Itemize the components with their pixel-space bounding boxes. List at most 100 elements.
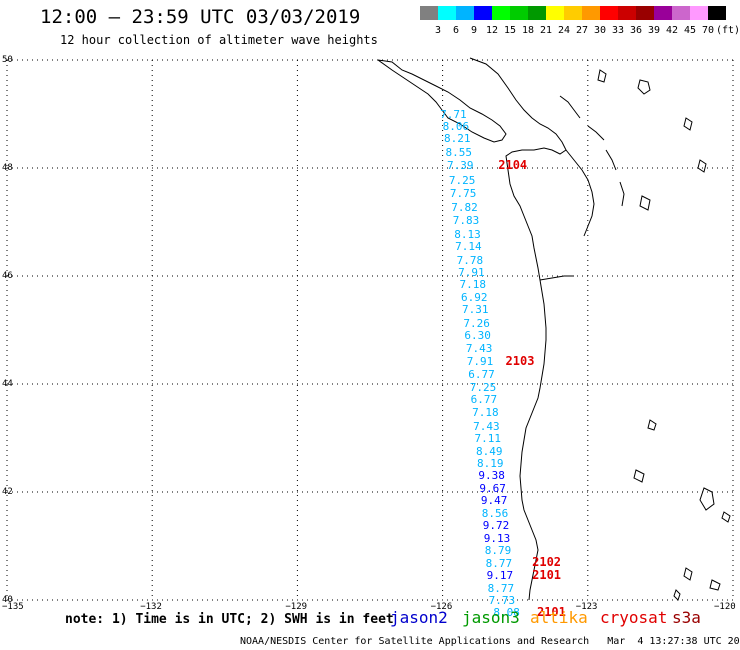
legend-swatch bbox=[672, 6, 690, 20]
legend-swatch bbox=[708, 6, 726, 20]
wave-height-label: 7.91 bbox=[466, 355, 494, 369]
pass-number-label: 2104 bbox=[498, 157, 528, 172]
wave-height-label: 7.31 bbox=[461, 303, 489, 317]
wave-height-label: 7.83 bbox=[452, 214, 480, 228]
wave-height-label: 7.25 bbox=[469, 381, 497, 395]
wave-height-label: 9.38 bbox=[478, 469, 505, 483]
satellite-label-jason3: jason3 bbox=[462, 608, 520, 627]
lat-tick-label: 42 bbox=[2, 487, 13, 497]
wave-height-label: 9.72 bbox=[482, 518, 510, 532]
legend-swatch bbox=[600, 6, 618, 20]
legend-swatch bbox=[564, 6, 582, 20]
legend-label: 12 bbox=[485, 25, 499, 36]
legend-unit: (ft) bbox=[715, 25, 740, 36]
lake-9 bbox=[673, 589, 681, 601]
lat-tick-label: 40 bbox=[2, 595, 13, 605]
wave-height-label: 9.13 bbox=[483, 531, 511, 545]
legend-label: 24 bbox=[557, 25, 571, 36]
legend-swatch bbox=[528, 6, 546, 20]
wave-height-label: 7.43 bbox=[473, 419, 500, 433]
legend-swatch bbox=[546, 6, 564, 20]
wave-height-label: 7.82 bbox=[451, 200, 478, 214]
wave-height-label: 6.30 bbox=[464, 329, 491, 343]
legend-label: 33 bbox=[611, 25, 625, 36]
footer-note: note: 1) Time is in UTC; 2) SWH is in fe… bbox=[65, 612, 394, 627]
legend-swatch bbox=[636, 6, 654, 20]
legend-label: 45 bbox=[683, 25, 697, 36]
legend-swatch bbox=[474, 6, 492, 20]
wave-height-label: 8.56 bbox=[481, 506, 509, 520]
lake-10 bbox=[721, 511, 731, 523]
wave-height-label: 9.67 bbox=[479, 481, 506, 495]
legend-swatch bbox=[654, 6, 672, 20]
legend-label: 30 bbox=[593, 25, 607, 36]
wave-height-label: 7.18 bbox=[472, 406, 499, 420]
wave-height-label: 7.78 bbox=[456, 253, 484, 267]
pass-number-label: 2102 bbox=[532, 555, 562, 570]
legend-swatch bbox=[492, 6, 510, 20]
wave-height-label: 7.25 bbox=[448, 173, 476, 187]
legend-swatch bbox=[420, 6, 438, 20]
lon-tick-label: −126 bbox=[430, 602, 453, 612]
legend-swatch bbox=[618, 6, 636, 20]
satellite-label-cryosat: cryosat bbox=[600, 608, 668, 627]
island-1 bbox=[637, 79, 651, 95]
wave-height-label: 8.77 bbox=[485, 556, 513, 570]
wave-height-label: 7.11 bbox=[474, 432, 502, 445]
columbia-river bbox=[539, 275, 574, 281]
legend-label: 3 bbox=[434, 25, 442, 36]
island-2 bbox=[597, 69, 607, 83]
lake-5 bbox=[647, 419, 657, 431]
pass-number-label: 2103 bbox=[505, 354, 535, 369]
lon-tick-label: −120 bbox=[714, 602, 736, 612]
lat-lon-grid bbox=[6, 59, 734, 601]
wave-height-label: 8.77 bbox=[487, 581, 515, 595]
lon-tick-label: −135 bbox=[2, 602, 24, 612]
wave-height-label: 8.08 bbox=[493, 605, 520, 619]
lake-1 bbox=[683, 117, 693, 131]
wave-height-label: 9.17 bbox=[486, 569, 514, 583]
puget-sound-coast bbox=[565, 149, 595, 237]
wave-height-label: 6.77 bbox=[470, 393, 498, 407]
wave-height-label: 7.75 bbox=[449, 187, 477, 201]
wave-height-label: 8.79 bbox=[484, 544, 512, 558]
pass-number-label: 2101 bbox=[532, 568, 562, 583]
satellite-label-altika: altika bbox=[530, 608, 588, 627]
legend-label: 36 bbox=[629, 25, 643, 36]
wave-height-label: 8.19 bbox=[476, 456, 504, 470]
lat-tick-label: 50 bbox=[2, 55, 13, 65]
wave-height-label: 7.18 bbox=[459, 278, 487, 292]
legend-label: 6 bbox=[452, 25, 460, 36]
wave-height-label: 7.26 bbox=[463, 316, 490, 330]
pass-number-label: 2101 bbox=[536, 604, 566, 619]
wave-height-label: 8.49 bbox=[475, 444, 503, 458]
satellite-label-jason2: jason2 bbox=[390, 608, 448, 627]
lon-tick-label: −123 bbox=[575, 602, 598, 612]
legend-swatch bbox=[438, 6, 456, 20]
lake-6 bbox=[633, 469, 645, 483]
wave-height-label: 7.71 bbox=[440, 108, 467, 121]
lon-tick-label: −132 bbox=[140, 602, 162, 612]
wave-height-label: 7.73 bbox=[488, 594, 516, 607]
wave-height-label: 8.55 bbox=[445, 145, 473, 159]
lake-7 bbox=[683, 567, 693, 581]
legend-label: 9 bbox=[470, 25, 478, 36]
lon-tick-label: −129 bbox=[285, 602, 308, 612]
credit-line: NOAA/NESDIS Center for Satellite Applica… bbox=[240, 636, 740, 647]
wave-height-label: 8.13 bbox=[454, 227, 481, 241]
wave-height-label: 7.43 bbox=[465, 342, 493, 356]
legend-label: 15 bbox=[503, 25, 517, 36]
vancouver-island-outline bbox=[377, 59, 507, 143]
legend-label: 70 bbox=[701, 25, 715, 36]
wave-height-label: 6.92 bbox=[460, 290, 488, 304]
lat-tick-label: 46 bbox=[2, 271, 13, 281]
legend-label: 18 bbox=[521, 25, 535, 36]
legend-label: 27 bbox=[575, 25, 589, 36]
map-title: 12:00 – 23:59 UTC 03/03/2019 bbox=[40, 6, 361, 28]
lake-2 bbox=[697, 159, 707, 173]
wave-height-label: 8.21 bbox=[444, 132, 471, 146]
wave-height-label: 6.77 bbox=[468, 368, 495, 382]
wave-height-label: 8.06 bbox=[442, 119, 470, 133]
lat-tick-label: 48 bbox=[2, 163, 13, 173]
